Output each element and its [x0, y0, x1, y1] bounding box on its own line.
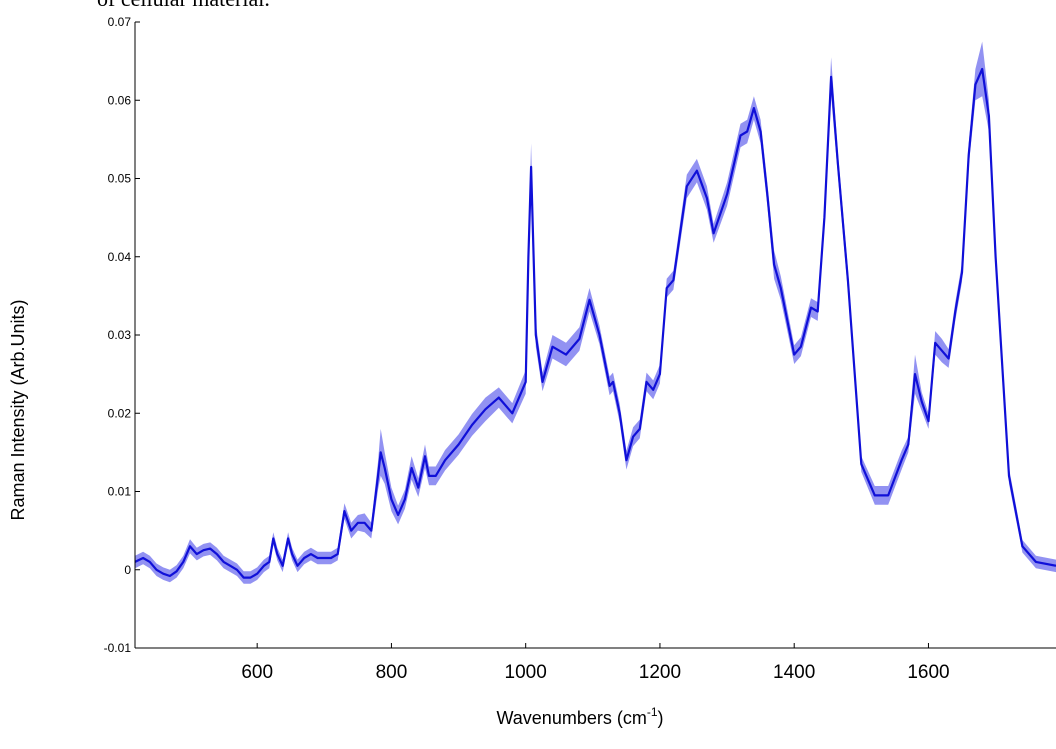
x-axis-label-main: Wavenumbers (cm: [496, 708, 646, 728]
y-tick-label: 0.02: [108, 406, 132, 420]
y-tick-label: 0.06: [108, 93, 132, 107]
mean-spectrum-line: [134, 67, 1056, 579]
x-tick-label: 600: [241, 662, 273, 683]
y-tick-label: 0.07: [108, 15, 132, 29]
axes-layer: [134, 22, 1056, 649]
x-tick-label: 1600: [907, 662, 949, 683]
x-tick-label: 1000: [505, 662, 547, 683]
y-axis-label: Raman Intensity (Arb.Units): [8, 299, 28, 520]
y-tick-label: 0.03: [108, 328, 132, 342]
x-tick-layer: 600 800 1000 1200 1400 1600: [241, 643, 950, 683]
std-deviation-band: [135, 41, 1056, 584]
x-tick-label: 800: [376, 662, 408, 683]
y-tick-label: 0.05: [108, 172, 132, 186]
x-tick-label: 1400: [773, 662, 815, 683]
figure-caption-fragment: of cellular material.: [97, 0, 997, 20]
x-tick-label: 1200: [639, 662, 681, 683]
y-tick-label: 0: [124, 563, 131, 577]
x-axis-label: Wavenumbers (cm-1): [496, 705, 663, 728]
mean-line-layer: [134, 67, 1056, 579]
y-tick-layer: -0.01 0 0.01 0.02 0.03 0.04 0.05 0.06 0.07: [104, 15, 140, 655]
x-axis-label-suffix: ): [658, 708, 664, 728]
y-tick-label: -0.01: [104, 641, 132, 655]
y-tick-label: 0.01: [108, 485, 132, 499]
std-band-layer: [135, 41, 1056, 584]
y-tick-label: 0.04: [108, 250, 132, 264]
x-axis-label-superscript: -1: [647, 705, 658, 719]
